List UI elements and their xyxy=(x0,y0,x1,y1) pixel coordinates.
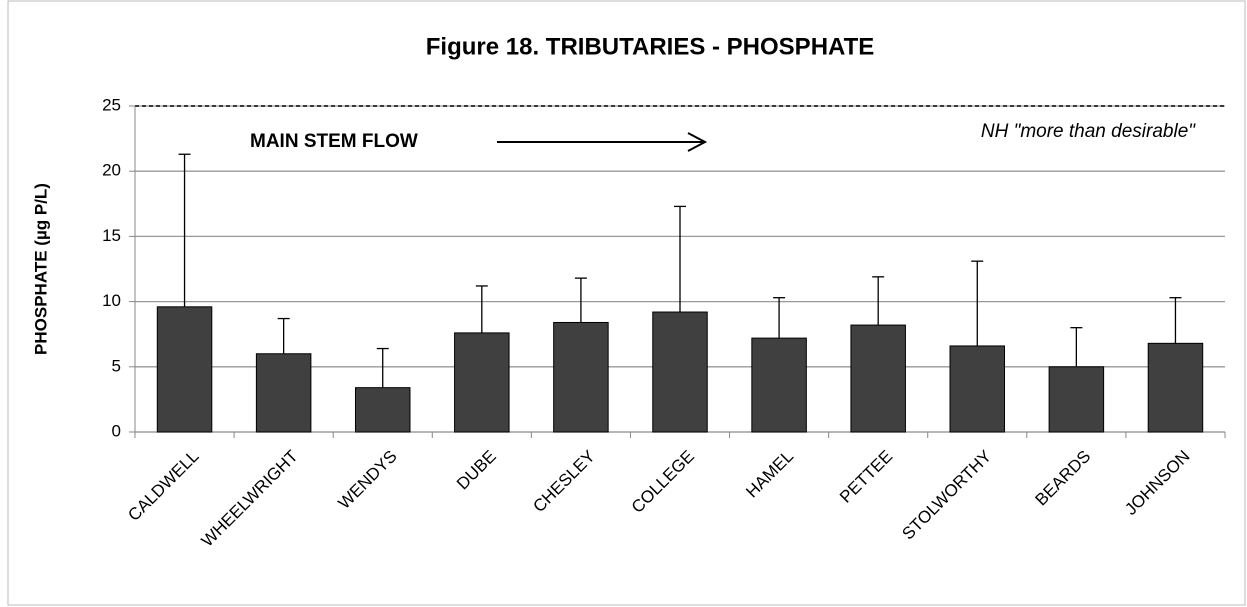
bar xyxy=(1048,366,1105,433)
y-axis-label: PHOSPHATE (µg P/L) xyxy=(31,183,50,355)
bar xyxy=(553,321,609,433)
y-tick-label: 5 xyxy=(112,356,121,375)
chart-frame xyxy=(7,0,1246,606)
bar xyxy=(1147,342,1204,433)
chart-title: Figure 18. TRIBUTARIES - PHOSPHATE xyxy=(426,33,875,60)
y-tick-label: 25 xyxy=(102,95,121,114)
bar xyxy=(751,337,807,433)
flow-arrowhead xyxy=(687,132,708,152)
threshold-label: NH "more than desirable" xyxy=(981,121,1196,142)
bar xyxy=(156,306,213,433)
bar xyxy=(454,332,510,433)
annotation: MAIN STEM FLOW xyxy=(250,131,418,152)
bar xyxy=(652,311,708,433)
bar xyxy=(354,387,411,433)
bar xyxy=(949,345,1006,433)
y-tick-label: 0 xyxy=(112,421,121,440)
bar xyxy=(255,353,312,433)
bar xyxy=(850,324,906,433)
y-tick-label: 20 xyxy=(102,161,121,180)
y-tick-label: 10 xyxy=(102,291,121,310)
y-tick-label: 15 xyxy=(102,226,121,245)
